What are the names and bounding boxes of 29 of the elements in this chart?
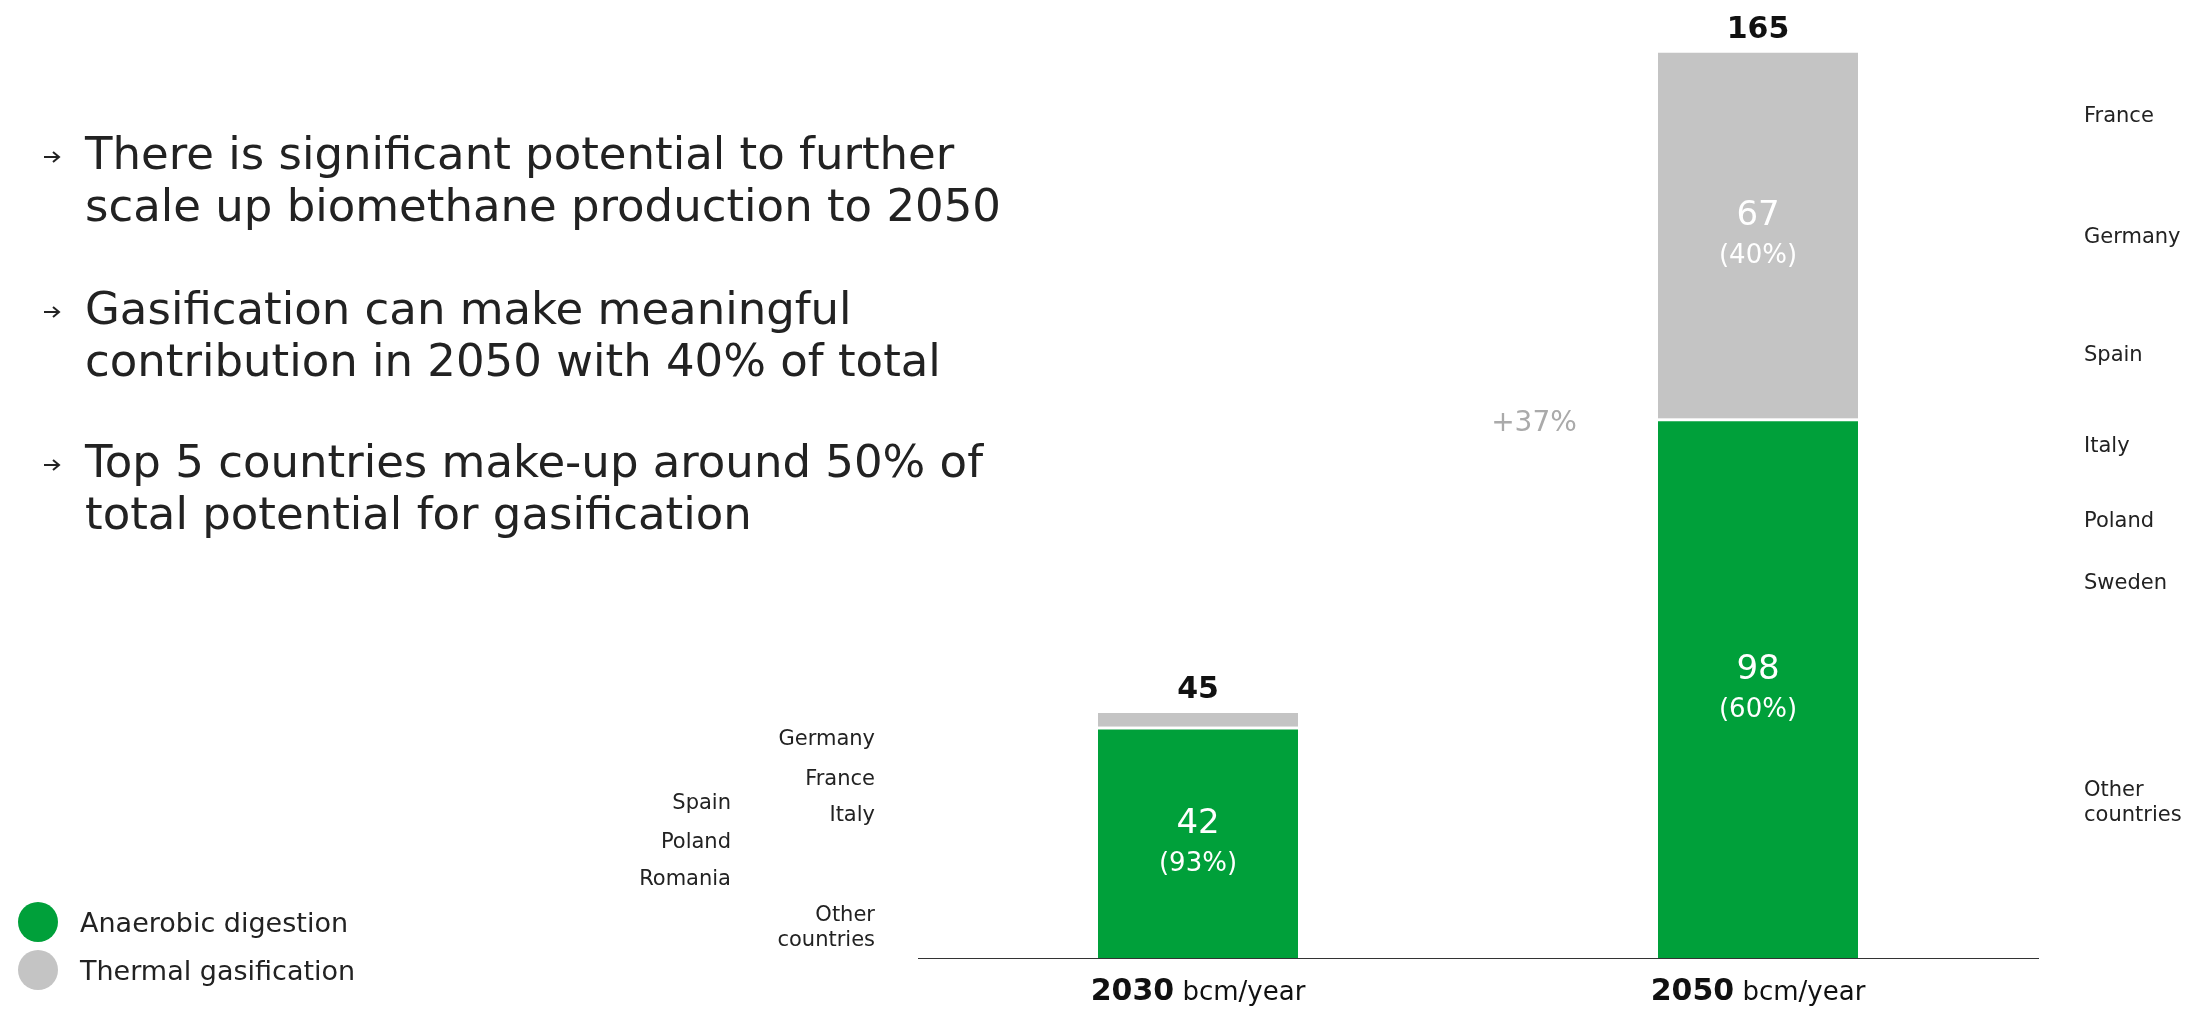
total-label: 165	[1726, 10, 1790, 45]
x-tick-label: 2050	[1650, 972, 1735, 1007]
text: Italy	[829, 802, 875, 826]
data-label: 67 (40%)	[1718, 193, 1798, 270]
text: France	[2084, 103, 2154, 127]
x-tick-label: 2030	[1090, 972, 1175, 1007]
data-label: 42 (93%)	[1158, 801, 1238, 878]
data-label: 98 (60%)	[1718, 647, 1798, 724]
total-label: 45	[1177, 670, 1219, 706]
text: Other countries	[2084, 777, 2182, 826]
text: Germany	[2084, 224, 2181, 248]
legend-label: Anaerobic digestion	[80, 906, 349, 938]
annotation: +37%	[1491, 405, 1577, 438]
text: Italy	[2084, 433, 2130, 457]
text: Germany	[778, 726, 875, 750]
annotation: Top 5 countries make-up around 50% of total potential for gasification	[85, 435, 983, 540]
text: Poland	[2084, 508, 2155, 532]
text: France	[805, 766, 875, 790]
x-axis-title: bcm/year	[1174, 976, 1306, 1006]
text: Poland	[660, 829, 731, 853]
text: Spain	[2084, 342, 2143, 366]
annotation: Gasification can make meaningful contribution in 2050 with 40% of total	[85, 282, 941, 387]
legend-label: Thermal gasification	[80, 954, 356, 986]
text: Sweden	[2084, 570, 2167, 594]
text: bcm/year	[1742, 976, 1866, 1006]
text: Romania	[639, 866, 731, 890]
text: Spain	[672, 790, 731, 814]
text: Other countries	[777, 902, 875, 951]
annotation: There is significant potential to further scale up biomethane production to 2050	[85, 127, 1001, 232]
